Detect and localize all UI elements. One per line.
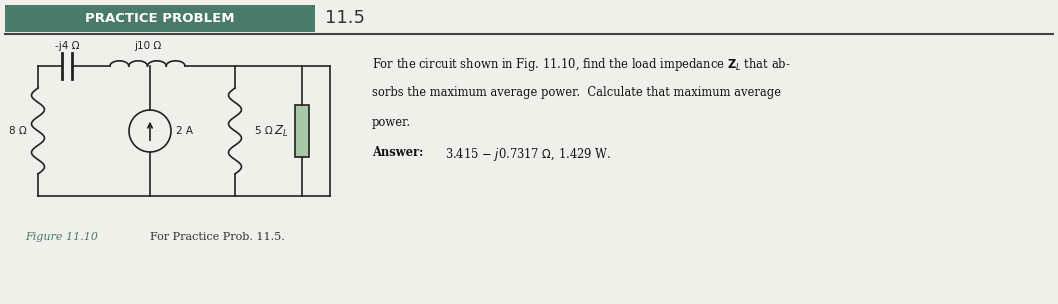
Text: Answer:: Answer: [372, 146, 423, 159]
Text: sorbs the maximum average power.  Calculate that maximum average: sorbs the maximum average power. Calcula… [372, 86, 781, 99]
Text: $Z_L$: $Z_L$ [274, 123, 288, 139]
Text: 8 Ω: 8 Ω [10, 126, 26, 136]
Bar [295, 105, 309, 157]
Text: For Practice Prob. 11.5.: For Practice Prob. 11.5. [150, 232, 285, 242]
Text: 11.5: 11.5 [325, 9, 365, 27]
Text: Figure 11.10: Figure 11.10 [25, 232, 98, 242]
Text: -j4 Ω: -j4 Ω [55, 41, 79, 51]
Text: 3.415 $-$ $j$0.7317 $\Omega$, 1.429 W.: 3.415 $-$ $j$0.7317 $\Omega$, 1.429 W. [445, 146, 610, 163]
Text: 2 A: 2 A [176, 126, 193, 136]
Text: 5 Ω: 5 Ω [255, 126, 273, 136]
Text: power.: power. [372, 116, 412, 129]
FancyBboxPatch shape [5, 5, 315, 32]
Text: j10 Ω: j10 Ω [134, 41, 161, 51]
Text: PRACTICE PROBLEM: PRACTICE PROBLEM [86, 12, 235, 25]
Text: For the circuit shown in Fig. 11.10, find the load impedance $\mathbf{Z}_{L}$ th: For the circuit shown in Fig. 11.10, fin… [372, 56, 790, 73]
